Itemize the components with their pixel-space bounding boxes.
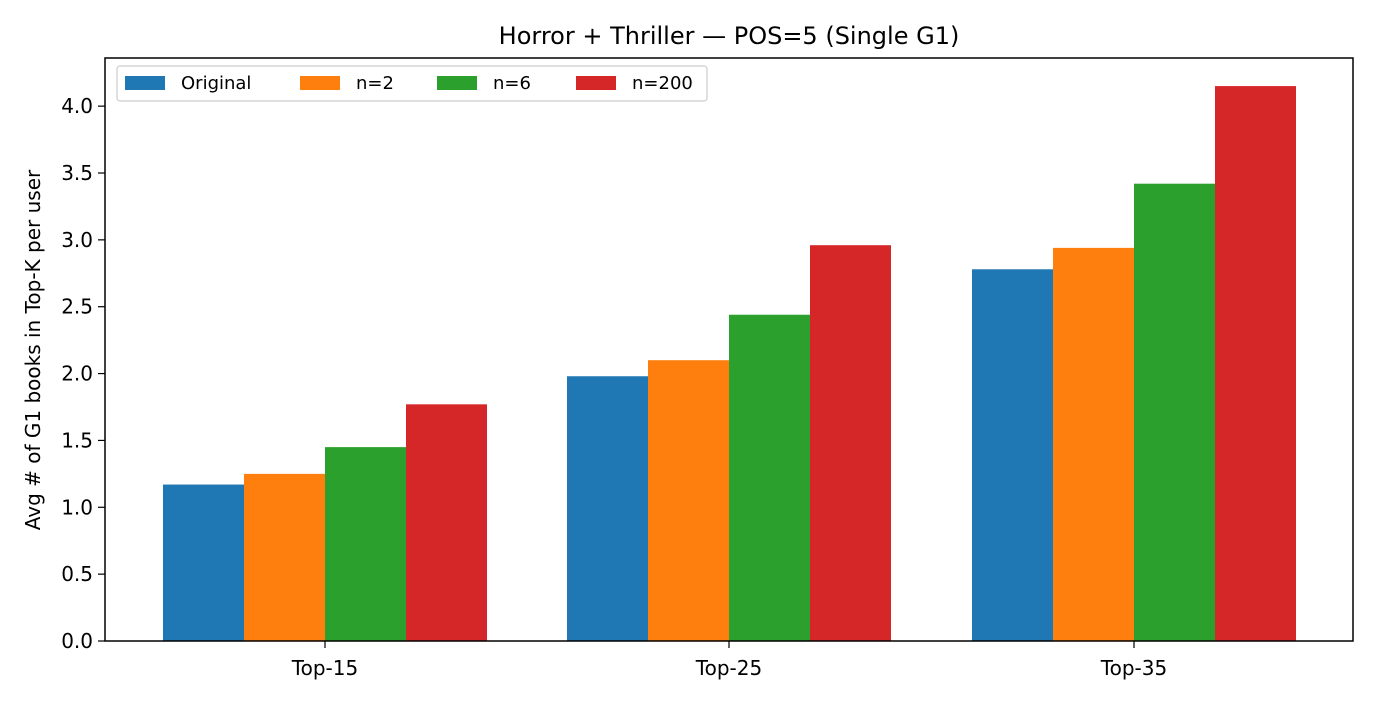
y-tick-label: 3.0 [61,228,93,252]
bar-n-200-top-35 [1215,86,1296,642]
y-tick-label: 2.5 [61,295,93,319]
y-tick-label: 0.5 [61,562,93,586]
y-tick-label: 4.0 [61,94,93,118]
legend-swatch [125,76,165,90]
y-tick-label: 3.5 [61,161,93,185]
legend-label: n=2 [356,73,394,94]
bar-n-6-top-35 [1134,183,1215,641]
legend-label: n=200 [632,73,693,94]
bar-original-top-25 [567,376,648,641]
x-tick-label: Top-15 [291,656,358,680]
x-tick-label: Top-25 [695,656,762,680]
legend-swatch [300,76,340,90]
legend-swatch [437,76,477,90]
legend-items: Original n=2 n=6 n=200 [125,73,693,94]
y-axis: 0.0 0.5 1.0 1.5 2.0 2.5 3.0 3.5 4.0 [61,94,105,653]
legend-frame [116,65,708,102]
bars-group [163,86,1296,642]
y-axis-label: Avg # of G1 books in Top-K per user [21,169,45,530]
y-tick-label: 1.0 [61,495,93,519]
bar-n-200-top-15 [406,404,487,641]
legend-label: Original [181,73,251,94]
chart-title: Horror + Thriller — POS=5 (Single G1) [499,22,960,50]
legend: Original n=2 n=6 n=200 [116,65,708,102]
bar-n-2-top-35 [1053,247,1134,641]
bar-n-200-top-25 [810,245,891,641]
y-tick-label: 1.5 [61,428,93,452]
bar-n-2-top-15 [244,473,325,641]
bar-n-6-top-25 [729,314,810,641]
x-axis: Top-15 Top-25 Top-35 [291,641,1167,680]
y-tick-label: 0.0 [61,629,93,653]
bar-original-top-35 [972,269,1053,641]
legend-label: n=6 [493,73,531,94]
legend-swatch [576,76,616,90]
bar-n-6-top-15 [325,447,406,641]
y-tick-label: 2.0 [61,362,93,386]
bar-original-top-15 [163,484,244,641]
x-tick-label: Top-35 [1100,656,1167,680]
bar-n-2-top-25 [648,360,729,641]
